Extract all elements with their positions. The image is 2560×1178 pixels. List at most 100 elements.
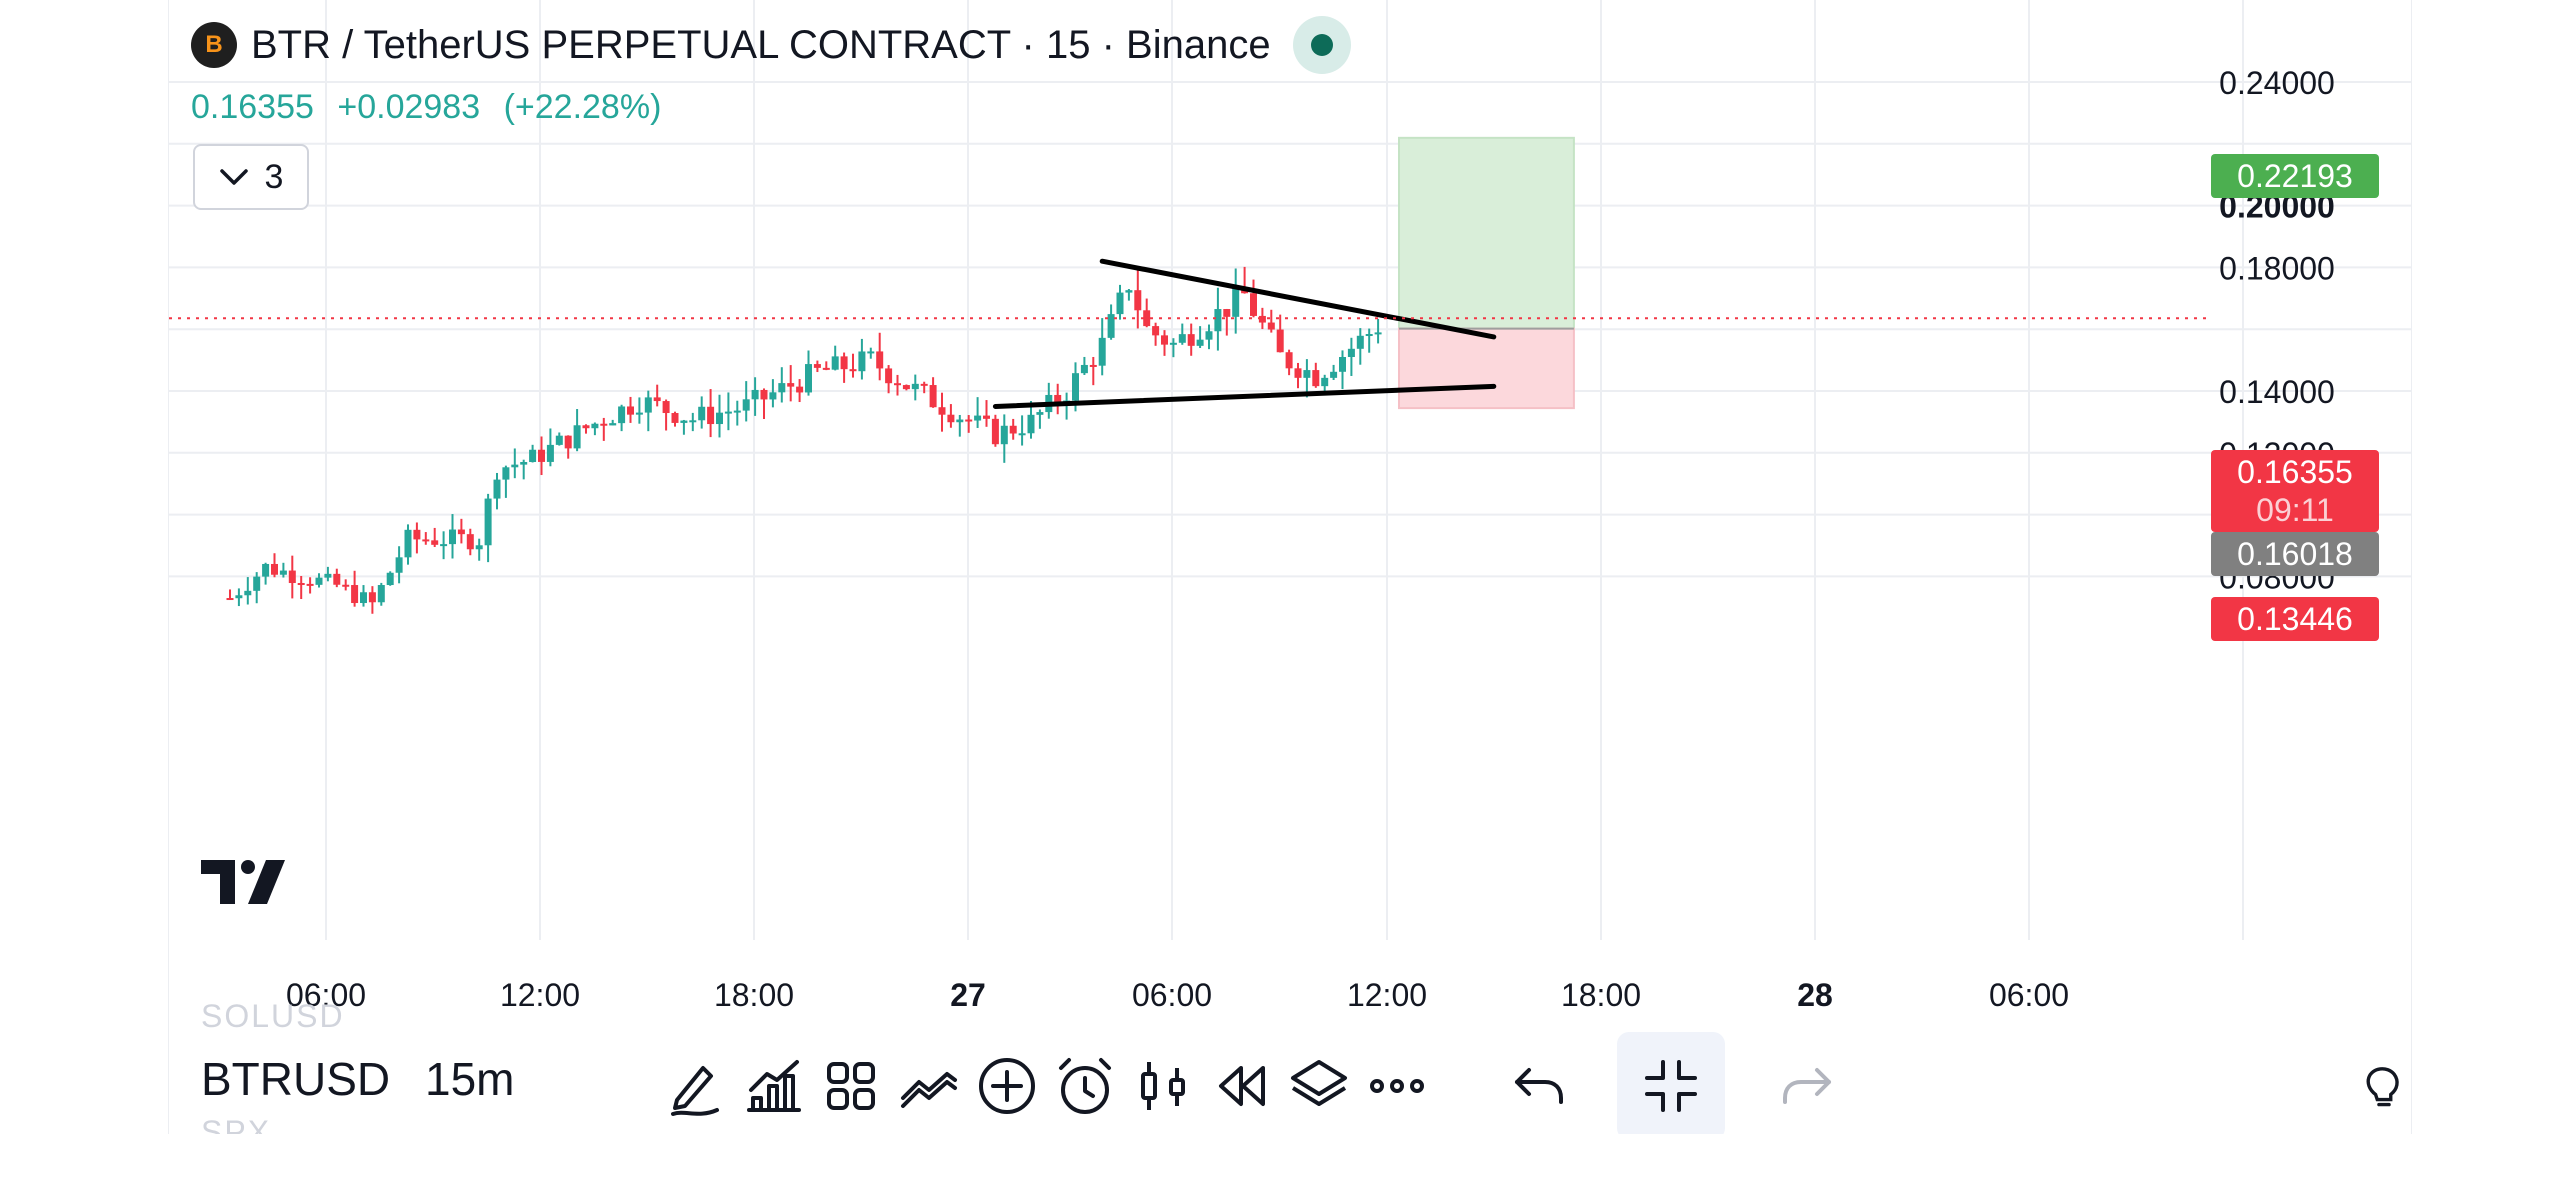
candle-body — [502, 467, 510, 480]
replay-button[interactable] — [1187, 1032, 1295, 1134]
price-change: +0.02983 — [337, 88, 481, 126]
candle-body — [1125, 290, 1133, 293]
layers-icon — [1291, 1060, 1347, 1106]
draw-button[interactable] — [641, 1032, 749, 1134]
time-axis-label: 06:00 — [286, 977, 366, 1012]
candle-body — [618, 406, 626, 424]
candle-body — [1054, 394, 1062, 403]
candle-body — [653, 397, 661, 402]
candle-body — [475, 545, 483, 550]
candle-body — [1374, 332, 1382, 335]
chart-header: B BTR / TetherUS PERPETUAL CONTRACT · 15… — [191, 16, 1351, 74]
redo-button[interactable] — [1753, 1032, 1861, 1134]
compare-button[interactable] — [875, 1032, 983, 1134]
undo-button[interactable] — [1485, 1032, 1593, 1134]
candle-body — [306, 583, 314, 586]
candle-body — [671, 413, 679, 423]
candle-body — [235, 595, 243, 599]
candle-body — [600, 423, 608, 426]
position-loss-zone — [1398, 327, 1575, 410]
lightbulb-icon — [2366, 1067, 2399, 1107]
candle-body — [564, 435, 572, 449]
watchlist-symbol[interactable]: BTRUSD — [201, 1053, 391, 1105]
candle-body — [787, 383, 795, 387]
chart-type-button[interactable] — [1109, 1032, 1217, 1134]
fullscreen-exit-button[interactable] — [1617, 1032, 1725, 1134]
candle-body — [742, 399, 750, 411]
price-axis-label: 0.18000 — [2219, 250, 2335, 286]
candle-body — [778, 383, 786, 393]
time-axis-label: 12:00 — [1347, 977, 1427, 1012]
last-price: 0.16355 — [191, 88, 314, 126]
time-axis-label: 06:00 — [1132, 977, 1212, 1012]
candle-body — [698, 406, 706, 421]
candle-body — [591, 423, 599, 429]
candle-body — [885, 368, 893, 384]
idea-button[interactable] — [2347, 1032, 2411, 1134]
candle-body — [555, 435, 563, 445]
candle-body — [1347, 348, 1355, 358]
candle-body — [1258, 315, 1266, 323]
pen-icon — [671, 1066, 719, 1116]
tradingview-logo[interactable] — [201, 860, 285, 904]
chart-app: 0.240000.200000.180000.140000.120000.100… — [168, 0, 2412, 1134]
candle-body — [840, 356, 848, 370]
symbol-title[interactable]: BTR / TetherUS PERPETUAL CONTRACT · 15 ·… — [251, 22, 1271, 67]
collapse-icon — [1645, 1060, 1697, 1112]
chart-canvas[interactable]: 0.240000.200000.180000.140000.120000.100… — [169, 0, 2411, 1012]
candle-body — [271, 563, 278, 575]
candle-body — [1027, 414, 1035, 434]
candle-body — [520, 462, 528, 465]
layers-button[interactable] — [1265, 1032, 1373, 1134]
candle-body — [342, 584, 350, 587]
last-price-tag: 0.16355 09:11 — [2211, 450, 2379, 532]
chevron-down-icon — [219, 169, 248, 185]
candles-icon — [1141, 1062, 1185, 1110]
replay-icon — [1219, 1066, 1265, 1106]
candle-body — [404, 529, 412, 558]
candle-body — [662, 401, 670, 414]
candle-body — [1000, 425, 1008, 445]
lower-trendline — [992, 383, 1497, 409]
candle-body — [983, 415, 990, 419]
layouts-button[interactable] — [797, 1032, 905, 1134]
bottom-toolbar: SOLUSD BTRUSD SPX 15m — [169, 998, 2411, 1134]
market-status-indicator[interactable] — [1292, 16, 1351, 74]
bar-countdown: 09:11 — [2256, 492, 2334, 528]
candle-body — [627, 406, 634, 415]
candle-body — [529, 449, 537, 463]
indicator-count: 3 — [264, 157, 284, 196]
candle-body — [315, 577, 323, 585]
add-button[interactable] — [953, 1032, 1061, 1134]
candle-body — [867, 351, 875, 354]
candle-body — [573, 425, 581, 449]
last-price-value: 0.16355 — [2237, 454, 2353, 490]
watchlist-prev-symbol[interactable]: SOLUSD — [201, 998, 345, 1034]
candle-body — [1161, 335, 1168, 345]
status-dot-icon — [1310, 34, 1333, 56]
candle-body — [956, 419, 964, 423]
indicators-toggle-button[interactable]: 3 — [193, 144, 309, 210]
more-button[interactable] — [1343, 1032, 1451, 1134]
candle-body — [1356, 335, 1364, 349]
btr-coin-icon: B — [191, 22, 237, 68]
candle-body — [1187, 334, 1195, 346]
time-axis-label: 18:00 — [1561, 977, 1641, 1012]
candle-body — [253, 576, 261, 591]
indicators-button[interactable] — [719, 1032, 827, 1134]
candle-body — [1018, 433, 1026, 436]
price-axis-label: 0.14000 — [2219, 374, 2335, 410]
compare-icon — [901, 1072, 957, 1108]
watchlist-next-symbol[interactable]: SPX — [201, 1114, 272, 1134]
alert-button[interactable] — [1031, 1032, 1139, 1134]
chart-indicator-icon — [747, 1060, 801, 1112]
interval-button[interactable]: 15m — [425, 1053, 515, 1105]
stop-price-tag: 0.13446 — [2211, 597, 2379, 641]
plus-circle-icon — [979, 1058, 1035, 1114]
candle-body — [609, 423, 617, 426]
candle-body — [1214, 309, 1222, 332]
candle-body — [1098, 337, 1106, 366]
candle-body — [1009, 425, 1017, 434]
candle-body — [538, 449, 545, 462]
candle-body — [226, 598, 234, 601]
